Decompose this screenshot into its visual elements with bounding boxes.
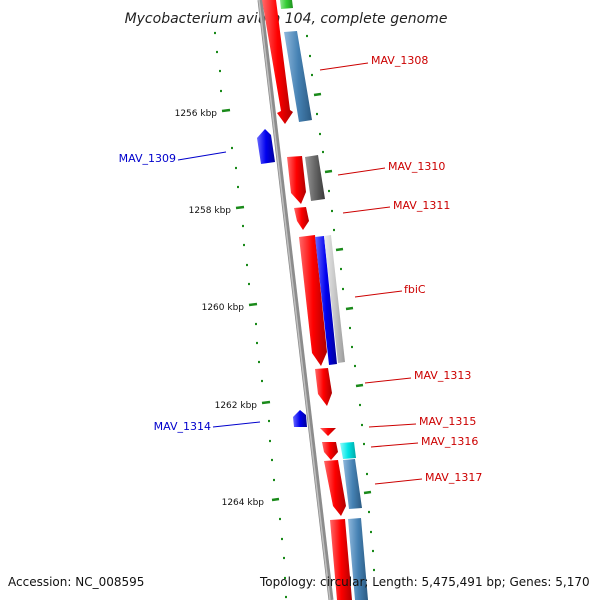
gene-labels: MAV_1308 MAV_1309 MAV_1310 MAV_1311 fbiC… [119,54,483,484]
ruler-label-1262: 1262 kbp [215,401,258,411]
connector-fbic [354,290,403,298]
ruler-tick [235,205,245,210]
cds-arrow-mav-1317 [324,460,346,516]
gene-label-mav-1309: MAV_1309 [119,152,176,165]
feature-tracks-outer [280,0,368,600]
gene-label-mav-1315: MAV_1315 [419,415,476,428]
gene-label-mav-1313: MAV_1313 [414,369,471,382]
feature-steel-bar-top [284,31,312,122]
genome-stats-label: Topology: circular; Length: 5,475,491 bp… [260,575,590,589]
ruler-tick [221,108,231,113]
cds-arrow-mav-1315 [320,428,336,436]
label-connectors [177,62,423,485]
ruler-tick [363,490,372,495]
connector-mav-1316 [370,442,419,448]
genome-backbone [257,0,334,600]
gene-label-mav-1316: MAV_1316 [421,435,478,448]
gene-label-mav-1317: MAV_1317 [425,471,482,484]
ruler-label-1260: 1260 kbp [202,303,245,313]
ruler-tick [335,247,344,252]
ruler-tick [324,169,333,174]
connector-mav-1313 [364,377,412,384]
ruler-tick [271,497,280,502]
cds-arrow-mav-1309 [257,129,275,164]
forward-cds-track [262,0,352,600]
cds-arrow-mav-1314 [293,410,307,427]
cds-arrow-next [330,519,352,600]
cds-arrow-mav-1311 [294,207,309,230]
cds-arrow-fbic [299,235,327,366]
ruler-label-1258: 1258 kbp [189,206,232,216]
connector-mav-1315 [368,423,417,428]
ruler-dashes [214,31,375,599]
gene-label-mav-1308: MAV_1308 [371,54,428,67]
map-title: Mycobacterium avium 104, complete genome [125,11,448,27]
accession-label: Accession: NC_008595 [8,575,145,589]
ruler-tick [313,92,322,97]
connector-mav-1310 [337,167,386,176]
cds-arrow-mav-1310 [287,156,306,204]
gene-label-mav-1310: MAV_1310 [388,160,445,173]
feature-steel-bar-bottom [348,518,368,600]
ruler-tick [345,306,354,311]
feature-cyan-bar [340,442,356,459]
feature-gray-bar [305,155,325,201]
connector-mav-1311 [342,206,391,214]
connector-mav-1308 [319,62,369,71]
ruler-tick [261,400,271,405]
feature-green-bar [280,0,293,9]
cds-arrow-mav-1316 [322,442,338,460]
ruler-label-1264: 1264 kbp [222,498,265,508]
feature-blue-bar [315,236,337,365]
feature-steel-bar-mid [343,459,362,509]
ruler-major-ticks [221,92,372,502]
ruler-tick [355,383,364,388]
gene-label-fbic: fbiC [404,283,426,296]
cds-arrow-mav-1308 [262,0,293,124]
connector-mav-1314 [212,421,261,428]
gene-label-mav-1311: MAV_1311 [393,199,450,212]
cds-arrow-mav-1313 [315,368,332,406]
ruler-label-1256: 1256 kbp [175,109,218,119]
connector-mav-1309 [177,151,227,161]
gene-label-mav-1314: MAV_1314 [154,420,211,433]
connector-mav-1317 [374,478,423,485]
reverse-cds-track [257,129,337,427]
ruler-tick [248,302,258,307]
feature-light-gray-bar [324,235,345,363]
